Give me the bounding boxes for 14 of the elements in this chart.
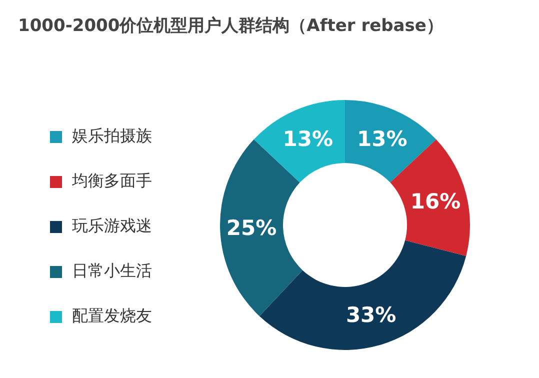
data-label: 33% bbox=[346, 302, 396, 327]
data-label: 13% bbox=[357, 127, 408, 152]
legend-label: 配置发烧友 bbox=[72, 306, 152, 327]
donut-slice bbox=[345, 100, 436, 183]
donut-slice bbox=[254, 100, 345, 183]
legend-label: 日常小生活 bbox=[72, 261, 152, 282]
legend-label: 均衡多面手 bbox=[72, 171, 152, 192]
legend-label: 娱乐拍摄族 bbox=[72, 126, 152, 147]
data-label: 16% bbox=[410, 190, 461, 214]
donut-slice bbox=[259, 240, 466, 350]
chart-title: 1000-2000价位机型用户人群结构（After rebase） bbox=[18, 15, 444, 37]
data-label: 25% bbox=[226, 216, 277, 240]
data-label: 13% bbox=[282, 127, 333, 152]
legend-label: 玩乐游戏迷 bbox=[72, 216, 152, 237]
